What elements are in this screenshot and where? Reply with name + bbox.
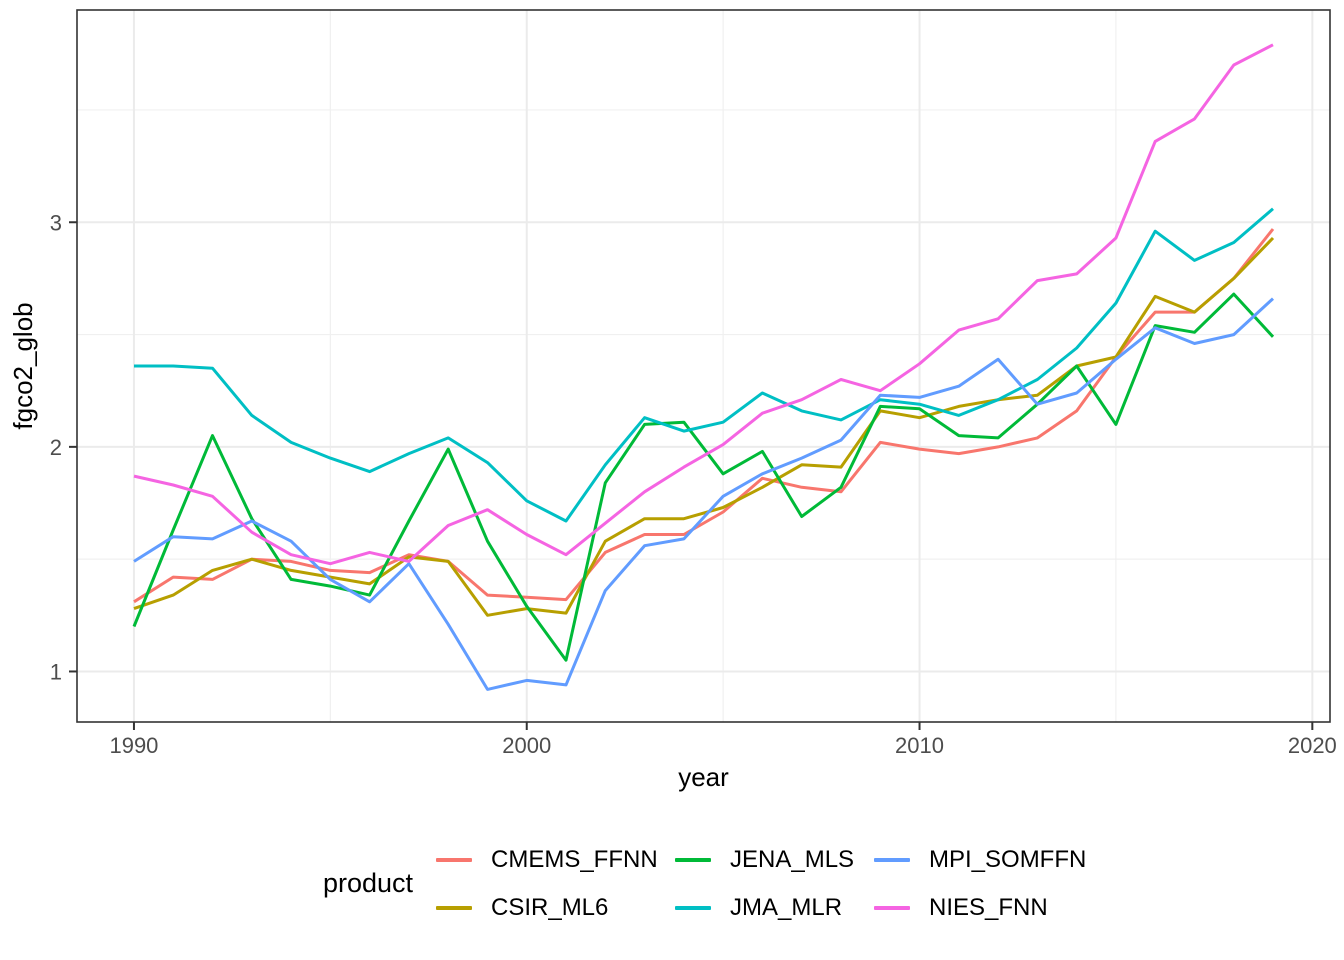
major-gridlines [77,10,1330,722]
series-line-CMEMS_FFNN [133,228,1275,604]
series-line-JMA_MLR [134,207,1274,523]
x-tick-label: 2020 [1288,733,1337,758]
legend-item-label: NIES_FNN [929,894,1048,921]
series-line-NIES_FNN [133,43,1274,566]
plot-area: 1990 2000 2010 2020 1 2 3 year fgco2_glob [8,9,1337,792]
x-axis-tick-labels: 1990 2000 2010 2020 [109,733,1336,758]
legend-item: NIES_FNN [874,894,1086,921]
legend-key-line [436,858,472,862]
legend-column-2: JENA_MLS JMA_MLR [675,846,855,943]
legend-title: product [323,868,414,898]
series-line-CSIR_ML6 [133,236,1275,617]
legend-key-line [675,858,711,862]
legend-key-line [675,906,711,910]
series-line-JENA_MLS [132,292,1275,662]
legend-item: JMA_MLR [675,894,854,921]
legend-item-label: CSIR_ML6 [491,894,609,921]
axis-tick-marks [69,221,1314,730]
y-tick-label: 1 [50,659,62,684]
legend-item-label: MPI_SOMFFN [929,846,1087,873]
legend-key-line [874,906,910,910]
y-tick-label: 3 [50,210,62,235]
minor-gridlines [77,10,1330,722]
x-tick-label: 1990 [109,733,158,758]
x-tick-label: 2000 [502,733,551,758]
panel-background [77,10,1330,722]
legend-column-1: CMEMS_FFNN CSIR_ML6 [436,846,658,943]
legend-item-label: JMA_MLR [730,894,843,921]
x-axis-title: year [678,762,729,792]
series-lines [132,43,1275,691]
legend-item: JENA_MLS [675,846,855,873]
legend-item-label: JENA_MLS [730,846,855,873]
panel-border [76,9,1331,723]
legend: product CMEMS_FFNN CSIR_ML6 JENA_MLS JMA… [0,0,1344,921]
legend-key-line [436,906,472,910]
y-tick-label: 2 [50,435,62,460]
series-line-MPI_SOMFFN [133,297,1275,691]
legend-item: CMEMS_FFNN [436,846,658,873]
x-tick-label: 2010 [895,733,944,758]
legend-item-label: CMEMS_FFNN [491,846,658,873]
y-axis-tick-labels: 1 2 3 [50,210,62,684]
legend-item: MPI_SOMFFN [874,846,1087,873]
legend-key-line [874,858,910,862]
legend-item: CSIR_ML6 [436,894,658,921]
y-axis-title: fgco2_glob [8,302,38,429]
legend-column-3: MPI_SOMFFN NIES_FNN [874,846,1087,943]
